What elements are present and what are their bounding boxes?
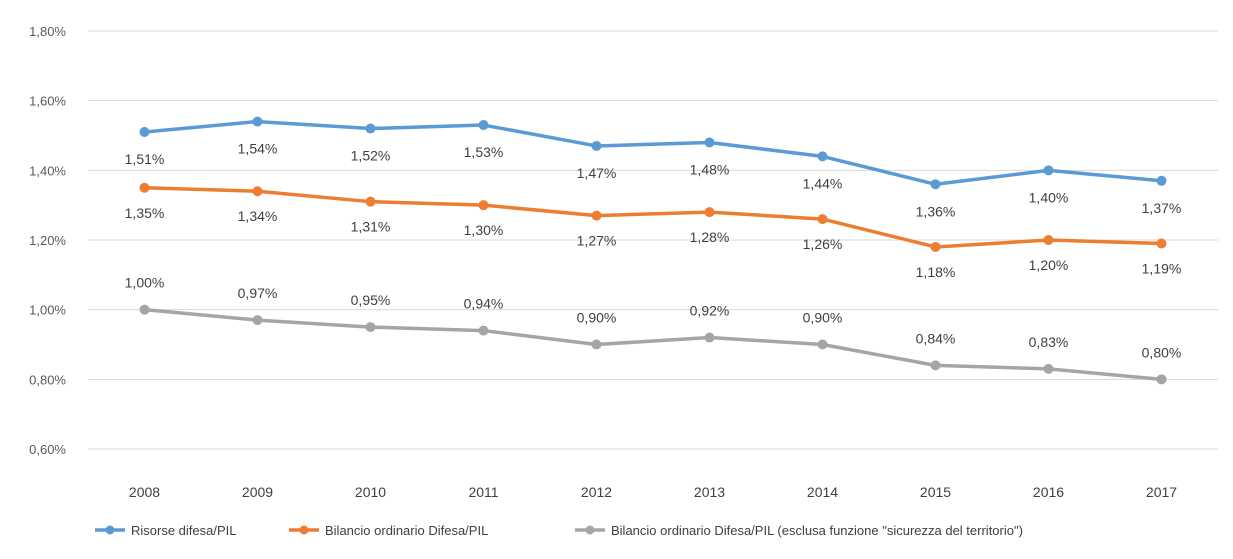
y-tick-label: 1,80% [29,24,66,39]
data-label: 1,53% [464,144,504,160]
data-point [139,127,150,138]
legend-label: Bilancio ordinario Difesa/PIL [325,523,488,538]
y-tick-label: 0,60% [29,442,66,457]
data-point [1043,165,1054,176]
data-label: 1,47% [577,165,617,181]
data-point [478,325,489,336]
data-label: 1,35% [125,205,165,221]
series-line [142,307,1164,382]
data-label: 1,28% [690,229,730,245]
data-label: 1,20% [1029,257,1069,273]
data-point [817,339,828,350]
data-label: 0,84% [916,330,956,346]
data-point [704,332,715,343]
data-label: 1,18% [916,264,956,280]
data-label: 1,34% [238,208,278,224]
data-label: 0,95% [351,292,391,308]
data-label: 1,51% [125,151,165,167]
data-label: 1,19% [1142,260,1182,276]
series-line [142,186,1164,249]
x-tick-label: 2011 [468,484,498,500]
y-tick-label: 1,20% [29,233,66,248]
y-tick-label: 0,80% [29,372,66,387]
data-label: 1,54% [238,141,278,157]
data-label: 1,30% [464,222,504,238]
x-tick-label: 2014 [807,484,838,500]
legend-swatch-marker [299,525,309,535]
data-point [252,186,263,197]
data-point [139,182,150,193]
x-tick-label: 2015 [920,484,951,500]
data-label: 1,36% [916,203,956,219]
data-point [365,322,376,333]
data-point [478,120,489,131]
data-point [591,210,602,221]
data-label: 1,44% [803,175,843,191]
data-point [591,140,602,151]
legend-label: Risorse difesa/PIL [131,523,237,538]
x-tick-label: 2009 [242,484,273,500]
series-line [142,119,1164,187]
data-point [139,304,150,315]
data-point [1043,235,1054,245]
legend-item: Risorse difesa/PIL [95,523,237,538]
x-tick-label: 2012 [581,484,612,500]
data-point [1156,374,1167,385]
x-tick-label: 2017 [1146,484,1177,500]
data-label: 0,92% [690,303,730,319]
data-label: 1,31% [351,219,391,235]
y-tick-label: 1,40% [29,163,66,178]
data-point [478,200,489,211]
data-point [817,151,828,162]
data-label: 1,52% [351,148,391,164]
data-label: 1,40% [1029,189,1069,205]
x-tick-label: 2008 [129,484,160,500]
data-label: 1,26% [803,236,843,252]
legend-swatch-marker [585,525,595,535]
data-label: 0,90% [803,310,843,326]
data-point [930,360,941,371]
legend-label: Bilancio ordinario Difesa/PIL (esclusa f… [611,523,1023,538]
data-label: 1,00% [125,275,165,291]
data-point [930,179,941,190]
data-point [252,116,263,127]
x-tick-label: 2010 [355,484,386,500]
x-tick-label: 2016 [1033,484,1064,500]
y-tick-label: 1,00% [29,303,66,318]
data-label: 1,37% [1142,200,1182,216]
data-label: 0,97% [238,285,278,301]
data-point [1156,238,1167,249]
data-point [704,137,715,148]
data-point [704,207,715,218]
data-label: 1,48% [690,161,730,177]
data-point [817,214,828,225]
data-point [252,315,263,326]
data-label: 0,94% [464,296,504,312]
data-point [1156,175,1167,186]
legend-item: Bilancio ordinario Difesa/PIL (esclusa f… [575,523,1023,538]
data-point [365,196,376,207]
legend-swatch-marker [105,525,115,535]
y-tick-label: 1,60% [29,94,66,109]
data-point [365,123,376,134]
data-label: 0,90% [577,310,617,326]
data-point [591,339,602,350]
data-label: 0,83% [1029,334,1069,350]
data-point [1043,363,1054,374]
data-label: 0,80% [1142,344,1182,360]
data-label: 1,27% [577,233,617,249]
data-point [930,241,941,252]
legend-item: Bilancio ordinario Difesa/PIL [289,523,488,538]
x-tick-label: 2013 [694,484,725,500]
